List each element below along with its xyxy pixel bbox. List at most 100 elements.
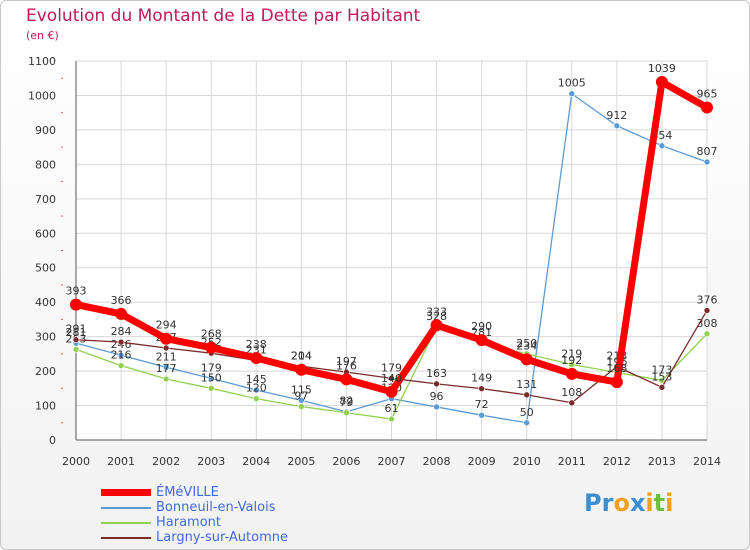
x-tick-label: 2013 (648, 455, 676, 468)
logo-letter: t (653, 489, 666, 517)
data-label: 238 (246, 338, 267, 351)
y-tick-label: 800 (35, 158, 56, 171)
legend-item: ÉMéVILLE (101, 485, 288, 500)
data-point (340, 373, 353, 386)
data-point (388, 415, 395, 423)
data-point (703, 158, 711, 166)
logo-letter: r (601, 489, 614, 517)
y-tick-label: 700 (35, 193, 56, 206)
data-label: 150 (201, 371, 222, 384)
x-tick-label: 2005 (287, 455, 315, 468)
chart-subtitle: (en €) (26, 29, 59, 42)
data-label: 294 (156, 319, 177, 332)
x-tick-label: 2014 (693, 455, 721, 468)
data-label: 328 (426, 310, 447, 323)
x-tick-label: 2011 (558, 455, 586, 468)
data-label: 231 (246, 343, 267, 356)
data-point (478, 385, 485, 392)
data-point (115, 307, 128, 320)
data-label: 211 (156, 350, 177, 363)
data-point (658, 142, 666, 150)
data-point (568, 90, 576, 98)
data-point (117, 351, 125, 359)
data-point (613, 122, 621, 130)
data-point (70, 298, 82, 311)
data-label: 61 (385, 402, 399, 415)
data-point (523, 419, 531, 427)
data-point (207, 385, 215, 392)
data-point (703, 307, 711, 314)
data-label: 216 (111, 349, 132, 362)
data-label: 291 (66, 323, 87, 336)
legend-item: Bonneuil-en-Valois (101, 500, 288, 515)
legend-label: Haramont (156, 515, 222, 530)
data-label: 108 (561, 386, 582, 399)
data-label: 912 (606, 109, 627, 122)
y-tick-label: 1000 (28, 89, 56, 102)
data-point (703, 330, 711, 338)
data-label: 168 (606, 362, 627, 375)
data-point (250, 351, 263, 364)
data-label: 234 (516, 339, 537, 352)
logo-letter: i (645, 489, 654, 517)
data-label: 50 (520, 406, 534, 419)
x-tick-label: 2006 (332, 455, 360, 468)
data-point (252, 395, 260, 402)
x-tick-label: 2008 (423, 455, 451, 468)
data-point (478, 411, 485, 419)
data-label: 192 (561, 354, 582, 367)
x-tick-label: 2007 (378, 455, 406, 468)
data-label: 333 (426, 305, 447, 318)
data-point (610, 376, 623, 389)
data-label: 376 (697, 293, 718, 306)
legend-swatch (101, 489, 151, 496)
data-label: 179 (201, 361, 222, 374)
data-point (433, 403, 440, 411)
chart-legend: ÉMéVILLE Bonneuil-en-Valois Haramont Largny… (101, 485, 288, 545)
x-tick-label: 2012 (603, 455, 631, 468)
legend-item: Haramont (101, 515, 288, 530)
proxiti-logo: Proxiti (584, 489, 673, 517)
data-label: 197 (336, 355, 357, 368)
legend-label: Bonneuil-en-Valois (156, 500, 276, 515)
data-point (117, 338, 125, 346)
data-point (430, 319, 443, 332)
data-label: 290 (471, 320, 492, 333)
data-point (701, 101, 713, 114)
data-label: 219 (561, 348, 582, 361)
logo-letter: x (629, 489, 646, 517)
data-point (162, 375, 170, 383)
x-tick-label: 2003 (197, 455, 225, 468)
data-label: 145 (246, 373, 267, 386)
data-point (568, 399, 576, 407)
data-label: 140 (381, 372, 402, 385)
y-tick-label: 500 (35, 262, 56, 275)
data-label: 149 (471, 372, 492, 385)
data-label: 1039 (648, 62, 676, 75)
data-label: 97 (294, 390, 308, 403)
legend-item: Largny-sur-Automne (101, 530, 288, 545)
data-point (205, 341, 218, 354)
data-label: 177 (156, 362, 177, 375)
data-point (568, 361, 576, 368)
data-label: 163 (426, 367, 447, 380)
y-tick-label: 300 (35, 331, 56, 344)
chart-title: Evolution du Montant de la Dette par Hab… (26, 6, 421, 26)
data-label: 96 (430, 390, 444, 403)
data-label: 204 (291, 350, 312, 363)
data-point (655, 76, 668, 89)
y-tick-label: 400 (35, 296, 56, 309)
data-label: 82 (339, 395, 353, 408)
y-tick-label: 100 (35, 400, 56, 413)
data-label: 393 (66, 285, 87, 298)
legend-swatch (101, 537, 151, 539)
data-label: 179 (381, 361, 402, 374)
data-point (72, 346, 80, 353)
data-label: 281 (66, 326, 87, 339)
legend-swatch (101, 522, 151, 524)
data-point (298, 403, 305, 410)
x-tick-label: 2000 (62, 455, 90, 468)
x-tick-label: 2010 (513, 455, 541, 468)
